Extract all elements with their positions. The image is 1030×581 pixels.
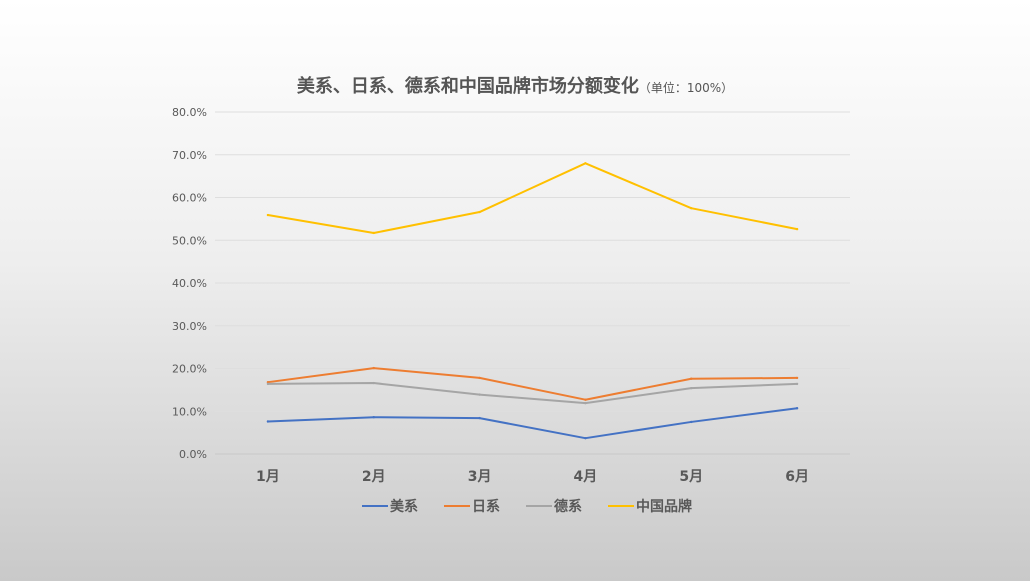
y-tick-label: 80.0% [172, 106, 207, 119]
data-point [584, 162, 587, 165]
x-tick-label: 3月 [468, 469, 492, 485]
y-tick-label: 40.0% [172, 277, 207, 290]
series-line-1 [266, 367, 799, 401]
y-tick-label: 70.0% [172, 149, 207, 162]
y-tick-label: 10.0% [172, 405, 207, 418]
gridlines [215, 111, 850, 455]
data-point [795, 382, 799, 386]
y-tick-label: 0.0% [179, 448, 207, 461]
y-tick-label: 20.0% [172, 363, 207, 376]
data-point [795, 376, 799, 380]
series-line-2 [266, 382, 799, 405]
y-tick-label: 30.0% [172, 320, 207, 333]
series-line-3 [266, 162, 799, 234]
data-point [478, 393, 481, 396]
data-point [266, 382, 270, 386]
data-point [795, 227, 799, 231]
x-tick-label: 6月 [785, 469, 809, 485]
y-tick-label: 50.0% [172, 234, 207, 247]
x-tick-label: 1月 [256, 469, 280, 485]
data-point [690, 377, 693, 380]
data-point [584, 436, 587, 440]
data-point [690, 386, 693, 390]
legend: 美系 日系 德系 中国品牌 [362, 498, 692, 515]
legend-label: 日系 [472, 498, 500, 515]
chart-title-unit: （单位：100%） [639, 80, 733, 95]
chart-title-main: 美系、日系、德系和中国品牌市场分额变化 [297, 75, 639, 97]
chart-title: 美系、日系、德系和中国品牌市场分额变化（单位：100%） [297, 75, 733, 97]
data-point [478, 416, 481, 420]
data-point [584, 398, 587, 401]
x-tick-label: 5月 [679, 469, 703, 485]
data-point [372, 416, 375, 419]
legend-label: 美系 [390, 498, 418, 515]
x-axis-ticks: 1月 2月 3月 4月 5月 6月 [256, 469, 809, 485]
series-line-0 [266, 407, 799, 440]
x-tick-label: 2月 [362, 469, 386, 485]
data-point [478, 376, 481, 380]
legend-label: 中国品牌 [636, 498, 692, 515]
x-tick-label: 4月 [574, 469, 598, 485]
legend-label: 德系 [554, 498, 582, 515]
data-point [584, 401, 587, 405]
data-point [266, 380, 270, 384]
data-point [795, 407, 799, 410]
data-point [478, 210, 481, 214]
data-point [266, 213, 270, 217]
series-lines [266, 162, 799, 440]
data-point [372, 231, 375, 235]
data-point [690, 420, 693, 424]
y-tick-label: 60.0% [172, 192, 207, 205]
data-point [266, 420, 270, 423]
data-point [372, 366, 375, 370]
data-point [372, 381, 375, 385]
y-axis-ticks: 0.0% 10.0% 20.0% 30.0% 40.0% 50.0% 60.0% 70.0% 8… [172, 106, 207, 461]
data-point [690, 206, 693, 210]
